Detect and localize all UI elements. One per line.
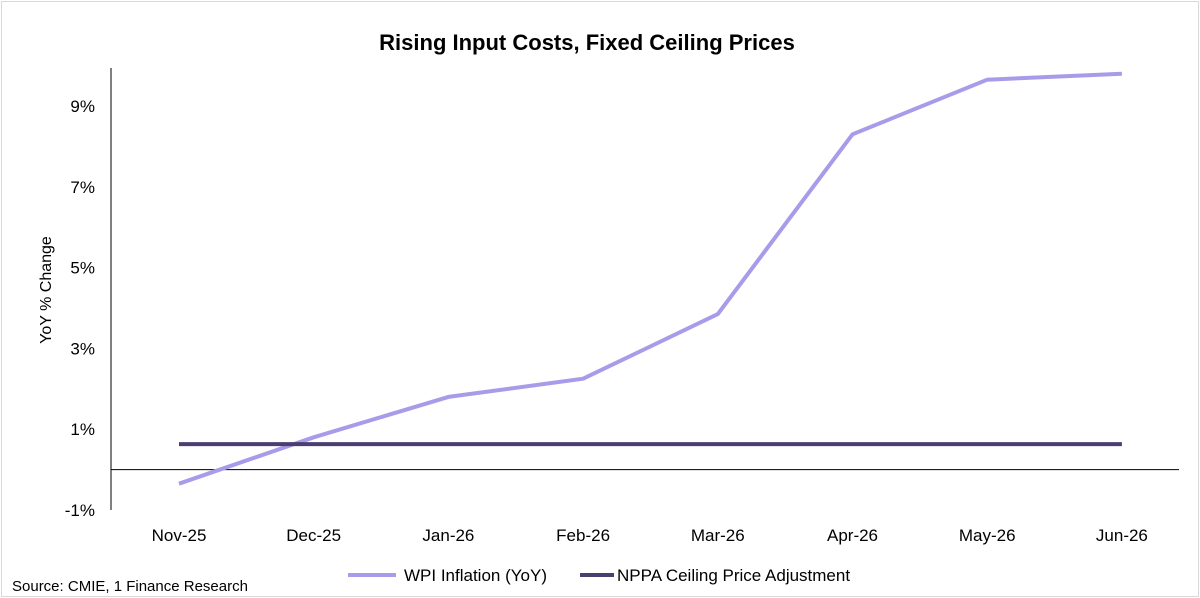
y-tick-label: 9%	[70, 97, 95, 116]
chart-title: Rising Input Costs, Fixed Ceiling Prices	[379, 30, 795, 55]
series-lines	[178, 71, 1122, 486]
x-tick-label: May-26	[959, 526, 1016, 545]
x-tick-label: Jun-26	[1096, 526, 1148, 545]
x-tick-label: Jan-26	[422, 526, 474, 545]
y-tick-label: 1%	[70, 420, 95, 439]
y-tick-labels: -1% 1% 3% 5% 7% 9%	[65, 97, 95, 520]
series-line-1	[178, 71, 1122, 486]
legend: WPI Inflation (YoY) NPPA Ceiling Price Ad…	[348, 566, 850, 585]
x-tick-labels: Nov-25 Dec-25 Jan-26 Feb-26 Mar-26 Apr-26 May-…	[152, 526, 1148, 545]
legend-label: NPPA Ceiling Price Adjustment	[617, 566, 850, 585]
y-axis-label: YoY % Change	[38, 236, 55, 344]
y-tick-label: -1%	[65, 501, 95, 520]
legend-label: WPI Inflation (YoY)	[404, 566, 547, 585]
y-tick-label: 5%	[70, 259, 95, 278]
y-tick-label: 7%	[70, 178, 95, 197]
x-tick-label: Apr-26	[827, 526, 878, 545]
y-tick-label: 3%	[70, 339, 95, 358]
x-tick-label: Mar-26	[691, 526, 745, 545]
source-note: Source: CMIE, 1 Finance Research	[12, 578, 248, 595]
x-tick-label: Feb-26	[556, 526, 610, 545]
x-tick-label: Nov-25	[152, 526, 207, 545]
x-tick-label: Dec-25	[286, 526, 341, 545]
